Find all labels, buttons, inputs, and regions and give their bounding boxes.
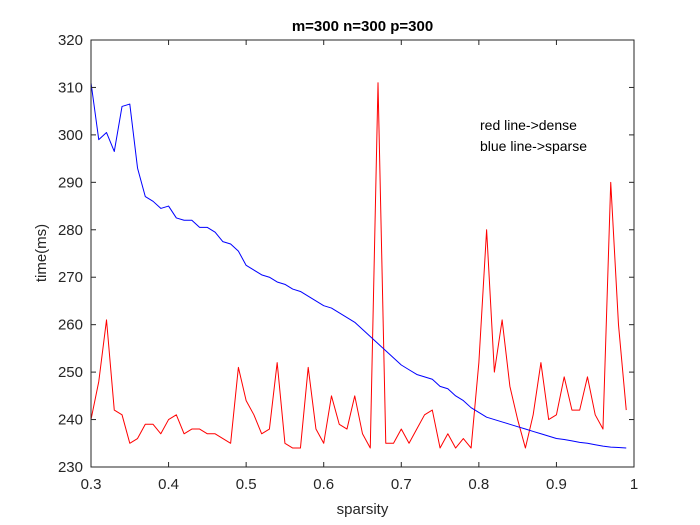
x-axis-label: sparsity xyxy=(337,501,389,518)
annotation-sparse: blue line->sparse xyxy=(480,138,587,154)
sparse-series-line xyxy=(90,82,627,449)
y-tick-label: 300 xyxy=(58,127,83,144)
y-tick-label: 310 xyxy=(58,79,83,96)
y-tick-label: 250 xyxy=(58,364,83,381)
plot-area xyxy=(91,40,634,467)
x-tick-label: 0.6 xyxy=(313,476,334,493)
x-tick-label: 0.8 xyxy=(468,476,489,493)
x-tick-label: 0.7 xyxy=(391,476,412,493)
dense-series-line xyxy=(90,82,627,449)
x-tick-label: 0.4 xyxy=(158,476,179,493)
annotation-dense: red line->dense xyxy=(480,117,577,133)
ticks-layer: 0.3 0.4 0.5 0.6 0.7 0.8 0.9 1 230 240 250 260 270 280… xyxy=(58,32,638,493)
x-tick-label: 0.3 xyxy=(81,476,102,493)
x-tick-label: 0.5 xyxy=(236,476,257,493)
y-tick-label: 270 xyxy=(58,269,83,286)
y-tick-label: 290 xyxy=(58,174,83,191)
x-tick-label: 0.9 xyxy=(546,476,567,493)
y-tick-label: 230 xyxy=(58,459,83,476)
y-tick-label: 320 xyxy=(58,32,83,49)
y-tick-label: 260 xyxy=(58,317,83,334)
y-axis-label: time(ms) xyxy=(33,224,50,282)
series-layer xyxy=(90,82,627,449)
x-tick-label: 1 xyxy=(630,476,638,493)
y-tick-label: 280 xyxy=(58,222,83,239)
axes-box xyxy=(90,39,635,468)
y-tick-label: 240 xyxy=(58,412,83,429)
chart-title: m=300 n=300 p=300 xyxy=(292,18,433,35)
